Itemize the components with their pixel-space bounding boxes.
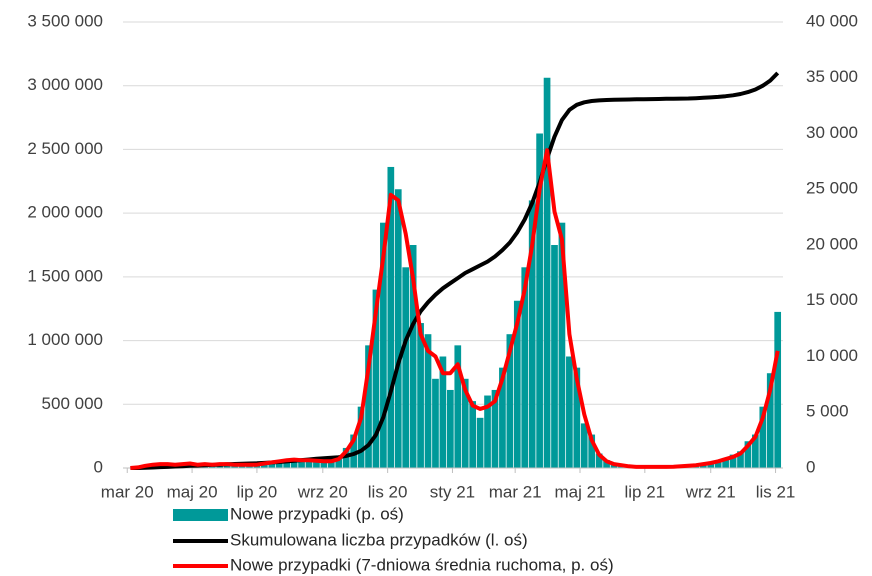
bar — [774, 311, 782, 468]
bar — [521, 267, 529, 468]
bar — [595, 453, 603, 468]
legend-label: Nowe przypadki (p. oś) — [230, 504, 404, 523]
bar — [290, 457, 298, 468]
x-tick-label: maj 21 — [554, 482, 605, 501]
bar — [350, 434, 357, 468]
bar — [744, 441, 752, 468]
bar — [365, 345, 372, 468]
bar — [573, 367, 581, 468]
legend-label: Skumulowana liczba przypadków (l. oś) — [230, 530, 528, 549]
bar — [380, 222, 387, 468]
y2-tick-label: 10 000 — [806, 346, 858, 365]
bar — [499, 367, 506, 468]
bar — [461, 378, 469, 468]
x-tick-label: lip 21 — [625, 482, 666, 501]
bar — [714, 460, 722, 468]
y2-tick-label: 20 000 — [806, 234, 858, 253]
bar — [476, 417, 484, 468]
line — [130, 148, 780, 470]
y2-tick-label: 30 000 — [806, 123, 858, 142]
x-tick-label: sty 21 — [430, 482, 475, 501]
legend-label: Nowe przypadki (7-dniowa średnia ruchoma… — [230, 555, 614, 574]
bar — [275, 460, 283, 468]
bar — [342, 447, 350, 468]
bar — [305, 459, 313, 468]
bar — [551, 245, 558, 468]
x-tick-label: maj 20 — [167, 482, 218, 501]
bar — [372, 289, 380, 468]
y2-tick-label: 5 000 — [806, 402, 849, 421]
y2-tick-label: 35 000 — [806, 67, 858, 86]
bar — [283, 459, 291, 468]
bar — [737, 451, 744, 468]
y-tick-label: 1 000 000 — [27, 330, 103, 349]
bar — [707, 462, 715, 468]
bar — [313, 460, 320, 468]
y-tick-label: 3 500 000 — [27, 11, 103, 30]
bar — [536, 133, 543, 468]
bar — [439, 356, 447, 468]
x-tick-label: mar 20 — [101, 482, 154, 501]
bar — [268, 461, 276, 468]
bar — [580, 423, 588, 468]
bar — [320, 462, 328, 468]
bar — [506, 334, 514, 468]
bar — [446, 389, 454, 468]
x-tick-label: mar 21 — [489, 482, 542, 501]
bar — [603, 460, 610, 468]
bar — [357, 406, 365, 468]
bar — [298, 461, 305, 468]
bar — [424, 334, 432, 468]
y-tick-label: 500 000 — [42, 394, 103, 413]
bar — [469, 401, 477, 468]
bar — [588, 434, 596, 468]
y2-tick-label: 0 — [806, 457, 815, 476]
y2-tick-label: 40 000 — [806, 11, 858, 30]
bar — [729, 454, 737, 468]
x-tick-label: wrz 21 — [685, 482, 736, 501]
y-tick-label: 2 500 000 — [27, 139, 103, 158]
x-tick-label: wrz 20 — [297, 482, 348, 501]
bar — [394, 189, 402, 468]
bar — [417, 323, 424, 468]
bar — [722, 457, 729, 468]
bar — [335, 456, 343, 468]
x-tick-label: lis 21 — [756, 482, 796, 501]
y2-tick-label: 15 000 — [806, 290, 858, 309]
bar — [402, 267, 410, 468]
bar — [513, 300, 521, 468]
bar — [610, 464, 618, 468]
bar — [327, 460, 335, 468]
y-tick-label: 1 500 000 — [27, 266, 103, 285]
y-tick-label: 3 000 000 — [27, 75, 103, 94]
bar — [566, 356, 573, 468]
bar — [752, 434, 759, 468]
bar — [491, 389, 499, 468]
bar — [759, 406, 767, 468]
line — [130, 71, 780, 470]
bar — [766, 373, 774, 468]
y-tick-label: 0 — [94, 457, 103, 476]
bar — [409, 245, 417, 468]
x-tick-label: lip 20 — [237, 482, 278, 501]
legend-swatch — [173, 509, 228, 521]
bar — [543, 77, 551, 468]
y-tick-label: 2 000 000 — [27, 203, 103, 222]
bar — [558, 222, 566, 468]
bar — [387, 166, 395, 468]
bar — [432, 378, 439, 468]
x-tick-label: lis 20 — [368, 482, 408, 501]
bar — [454, 345, 462, 468]
bar — [528, 200, 536, 468]
bar — [484, 395, 491, 468]
y2-tick-label: 25 000 — [806, 179, 858, 198]
